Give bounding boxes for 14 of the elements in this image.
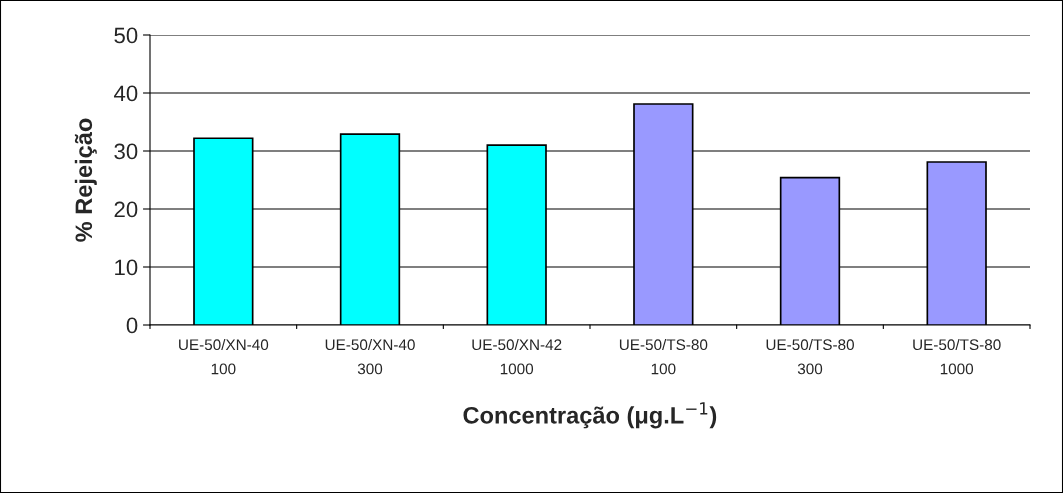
x-tick-label: UE-50/TS-80 100 — [619, 338, 708, 375]
y-tick-label: 30 — [114, 143, 138, 160]
y-tick-label: 0 — [126, 317, 138, 334]
y-tick-label: 50 — [114, 27, 138, 44]
x-tick-label: UE-50/XN-40 100 — [179, 338, 269, 375]
x-tick-label: UE-50/XN-42 1000 — [472, 338, 562, 375]
y-tick-label: 10 — [115, 259, 138, 276]
y-tick-label: 20 — [114, 201, 138, 218]
x-tick-label: UE-50/TS-80 300 — [766, 338, 854, 375]
x-tick-label: UE-50/TS-80 1000 — [913, 338, 1001, 375]
x-tick-label: UE-50/XN-40 300 — [325, 338, 415, 375]
x-axis-title: Concentração (μg.L$^{−1}$) — [463, 402, 717, 429]
y-tick-label: 40 — [113, 85, 138, 102]
y-axis-title: % Rejeição — [74, 118, 97, 242]
